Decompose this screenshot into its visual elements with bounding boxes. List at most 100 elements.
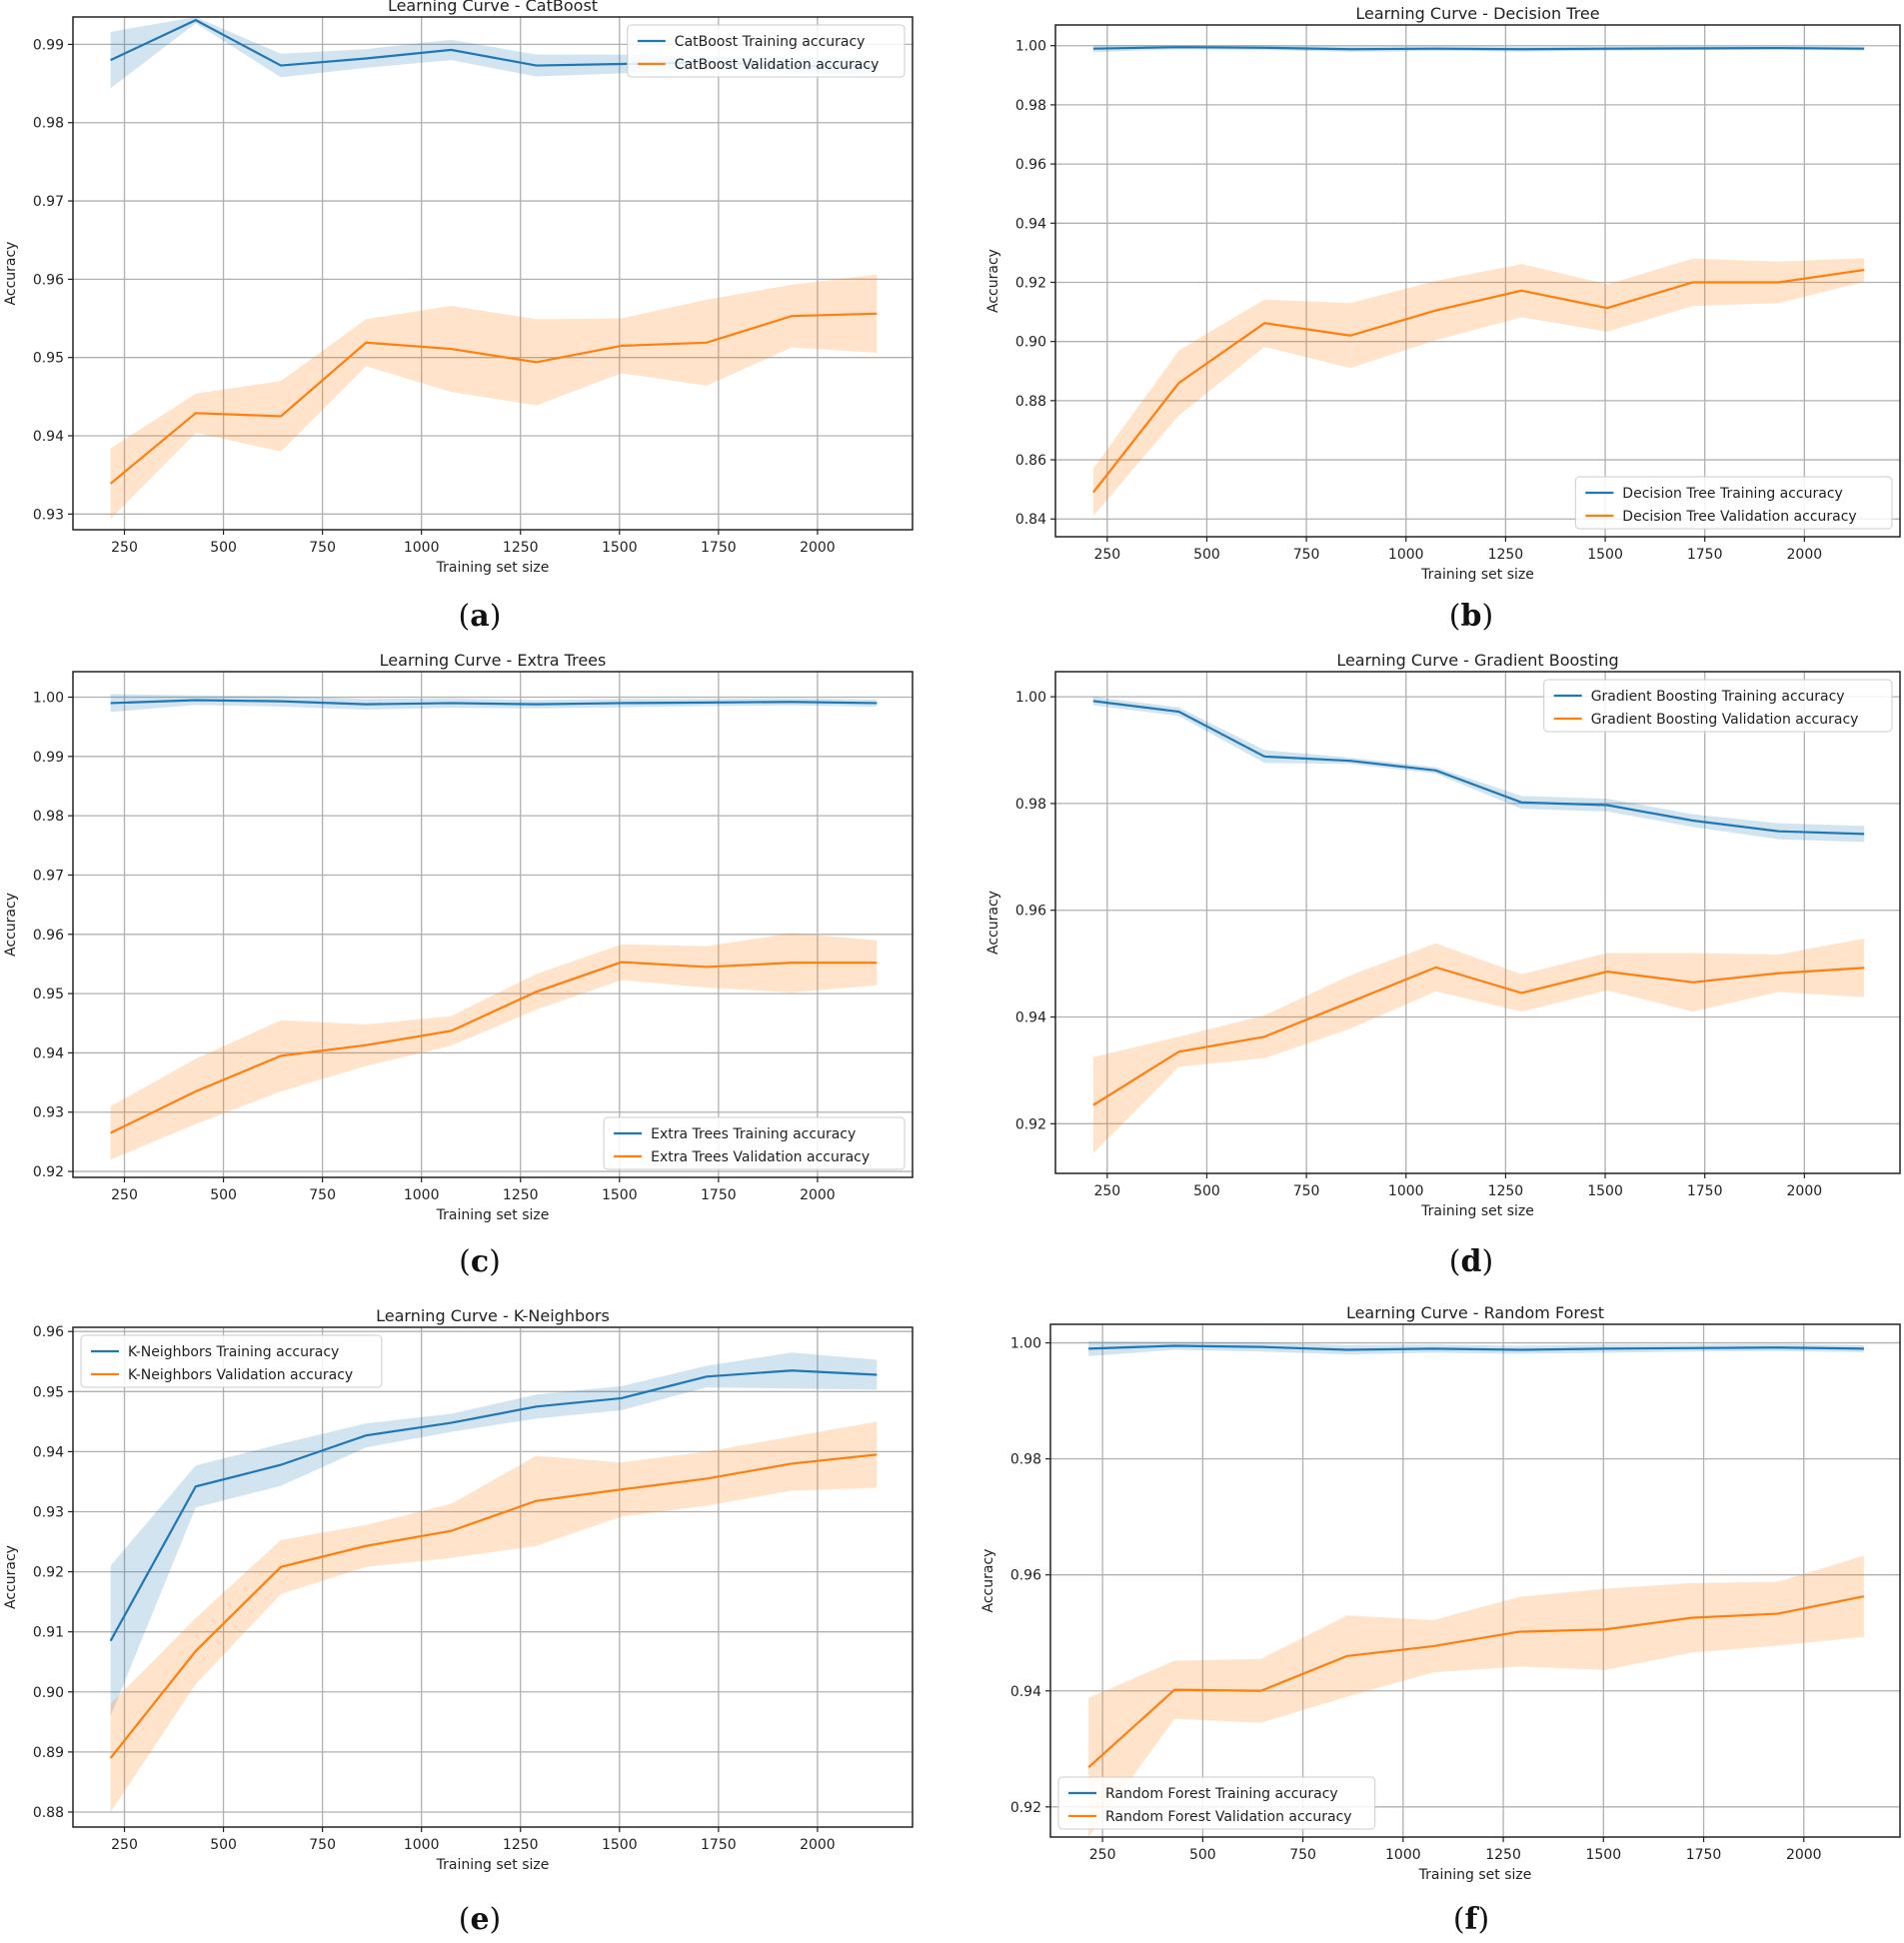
y-axis-label: Accuracy: [3, 1545, 19, 1609]
x-axis-label: Training set size: [1418, 1867, 1532, 1883]
x-tick-label: 500: [210, 540, 237, 556]
y-axis-label: Accuracy: [985, 249, 1001, 313]
panel-caption-letter: c: [471, 1244, 489, 1279]
legend-label-val: Random Forest Validation accuracy: [1105, 1809, 1352, 1825]
train-accuracy-line: [1092, 46, 1865, 51]
y-tick-label: 0.98: [1015, 98, 1046, 114]
x-tick-label: 2000: [800, 1187, 836, 1203]
legend-label-val: K-Neighbors Validation accuracy: [128, 1367, 353, 1383]
legend-label-val: Extra Trees Validation accuracy: [651, 1149, 870, 1165]
y-tick-label: 0.95: [33, 1384, 64, 1400]
chart-panel-d: 250 500 750 1000 1250 1500 1750 2000 0.92 0.94 0.9…: [985, 651, 1901, 1219]
plot-series: [109, 1352, 878, 1812]
x-tick-label: 500: [1193, 1183, 1220, 1199]
chart-title: Learning Curve - Gradient Boosting: [1336, 651, 1618, 670]
y-tick-label: 0.96: [33, 272, 64, 288]
x-tick-label: 500: [210, 1187, 237, 1203]
y-tick-label: 0.91: [33, 1625, 64, 1641]
panel-caption: (e): [459, 1902, 502, 1937]
x-tick-label: 1750: [701, 1837, 737, 1853]
plot-series: [1092, 697, 1865, 1153]
x-tick-label: 250: [1093, 547, 1120, 563]
plot-area: [1055, 672, 1900, 1173]
y-tick-label: 0.93: [33, 1504, 64, 1520]
y-tick-label: 0.96: [33, 1324, 64, 1340]
x-tick-label: 250: [111, 540, 138, 556]
y-tick-label: 0.92: [33, 1164, 64, 1180]
x-tick-label: 750: [1289, 1847, 1316, 1863]
y-tick-label: 0.99: [33, 750, 64, 766]
legend-label-val: CatBoost Validation accuracy: [675, 57, 880, 73]
y-tick-label: 0.98: [1010, 1452, 1041, 1468]
legend-label-train: Extra Trees Training accuracy: [651, 1126, 856, 1142]
y-tick-label: 0.89: [33, 1745, 64, 1761]
plot-series: [110, 694, 878, 1160]
x-tick-label: 500: [1189, 1847, 1216, 1863]
x-axis-label: Training set size: [1420, 1203, 1534, 1219]
x-tick-label: 1500: [602, 540, 638, 556]
panel-caption-letter: e: [470, 1902, 489, 1937]
y-tick-label: 1.00: [1015, 39, 1046, 55]
x-tick-label: 2000: [1787, 1183, 1823, 1199]
x-axis-label: Training set size: [436, 560, 550, 576]
y-tick-label: 0.96: [1010, 1568, 1041, 1584]
val-std-band: [110, 274, 878, 520]
y-tick-label: 0.94: [1015, 216, 1046, 232]
y-tick-label: 0.97: [33, 868, 64, 884]
val-std-band: [1088, 1555, 1864, 1837]
x-tick-label: 1750: [701, 540, 737, 556]
y-tick-label: 0.95: [33, 351, 64, 367]
y-tick-label: 0.90: [33, 1685, 64, 1701]
x-tick-label: 1250: [503, 1187, 539, 1203]
x-tick-label: 2000: [1786, 1847, 1822, 1863]
x-tick-label: 750: [1293, 1183, 1320, 1199]
plot-frame: [72, 1326, 914, 1828]
x-tick-label: 2000: [800, 1837, 836, 1853]
val-std-band: [110, 933, 878, 1160]
legend-label-train: Decision Tree Training accuracy: [1622, 486, 1843, 502]
y-tick-label: 0.94: [1010, 1684, 1041, 1700]
chart-panel-f: 250 500 750 1000 1250 1500 1750 2000 0.92 0.94 0.9…: [980, 1303, 1901, 1883]
panel-caption-letter: b: [1461, 599, 1482, 634]
x-tick-label: 1000: [1385, 1847, 1421, 1863]
legend-label-train: CatBoost Training accuracy: [675, 34, 866, 50]
y-tick-label: 0.88: [33, 1805, 64, 1821]
chart-title: Learning Curve - Random Forest: [1346, 1303, 1604, 1322]
x-tick-label: 250: [1089, 1847, 1116, 1863]
val-std-band: [1092, 258, 1865, 517]
y-tick-label: 0.98: [33, 116, 64, 132]
y-tick-label: 0.92: [1015, 1116, 1046, 1132]
y-tick-label: 0.96: [1015, 904, 1046, 920]
y-tick-label: 0.93: [33, 1105, 64, 1121]
x-tick-label: 1250: [503, 1837, 539, 1853]
x-tick-label: 1750: [1686, 1847, 1722, 1863]
y-tick-label: 0.88: [1015, 394, 1046, 410]
x-tick-label: 1250: [1488, 1183, 1524, 1199]
legend-label-train: Random Forest Training accuracy: [1105, 1786, 1338, 1802]
plot-frame: [1054, 671, 1901, 1174]
y-tick-label: 0.92: [1010, 1800, 1041, 1816]
panel-caption: (b): [1449, 599, 1493, 634]
y-tick-label: 0.93: [33, 507, 64, 523]
x-tick-label: 2000: [800, 540, 836, 556]
x-tick-label: 500: [1193, 547, 1220, 563]
x-tick-label: 1000: [404, 1837, 440, 1853]
y-tick-label: 0.94: [33, 429, 64, 445]
plot-area: [73, 17, 913, 530]
chart-panel-e: 250 500 750 1000 1250 1500 1750 2000 0.88 0.89 0.9…: [3, 1306, 914, 1873]
x-axis-label: Training set size: [436, 1207, 550, 1223]
panel-caption: (f): [1453, 1902, 1489, 1937]
y-tick-label: 0.94: [33, 1444, 64, 1460]
legend-label-val: Gradient Boosting Validation accuracy: [1591, 712, 1859, 728]
x-tick-label: 2000: [1787, 547, 1823, 563]
panel-caption: (d): [1449, 1244, 1493, 1279]
plot-frame: [1054, 24, 1901, 538]
y-tick-label: 0.99: [33, 37, 64, 53]
panel-caption-letter: d: [1461, 1244, 1482, 1279]
plot-series: [1091, 45, 1865, 517]
y-axis-label: Accuracy: [980, 1549, 996, 1613]
y-tick-label: 0.96: [33, 928, 64, 944]
legend-box: [1057, 1776, 1376, 1830]
x-tick-label: 1750: [1687, 547, 1723, 563]
y-axis-label: Accuracy: [3, 893, 19, 957]
